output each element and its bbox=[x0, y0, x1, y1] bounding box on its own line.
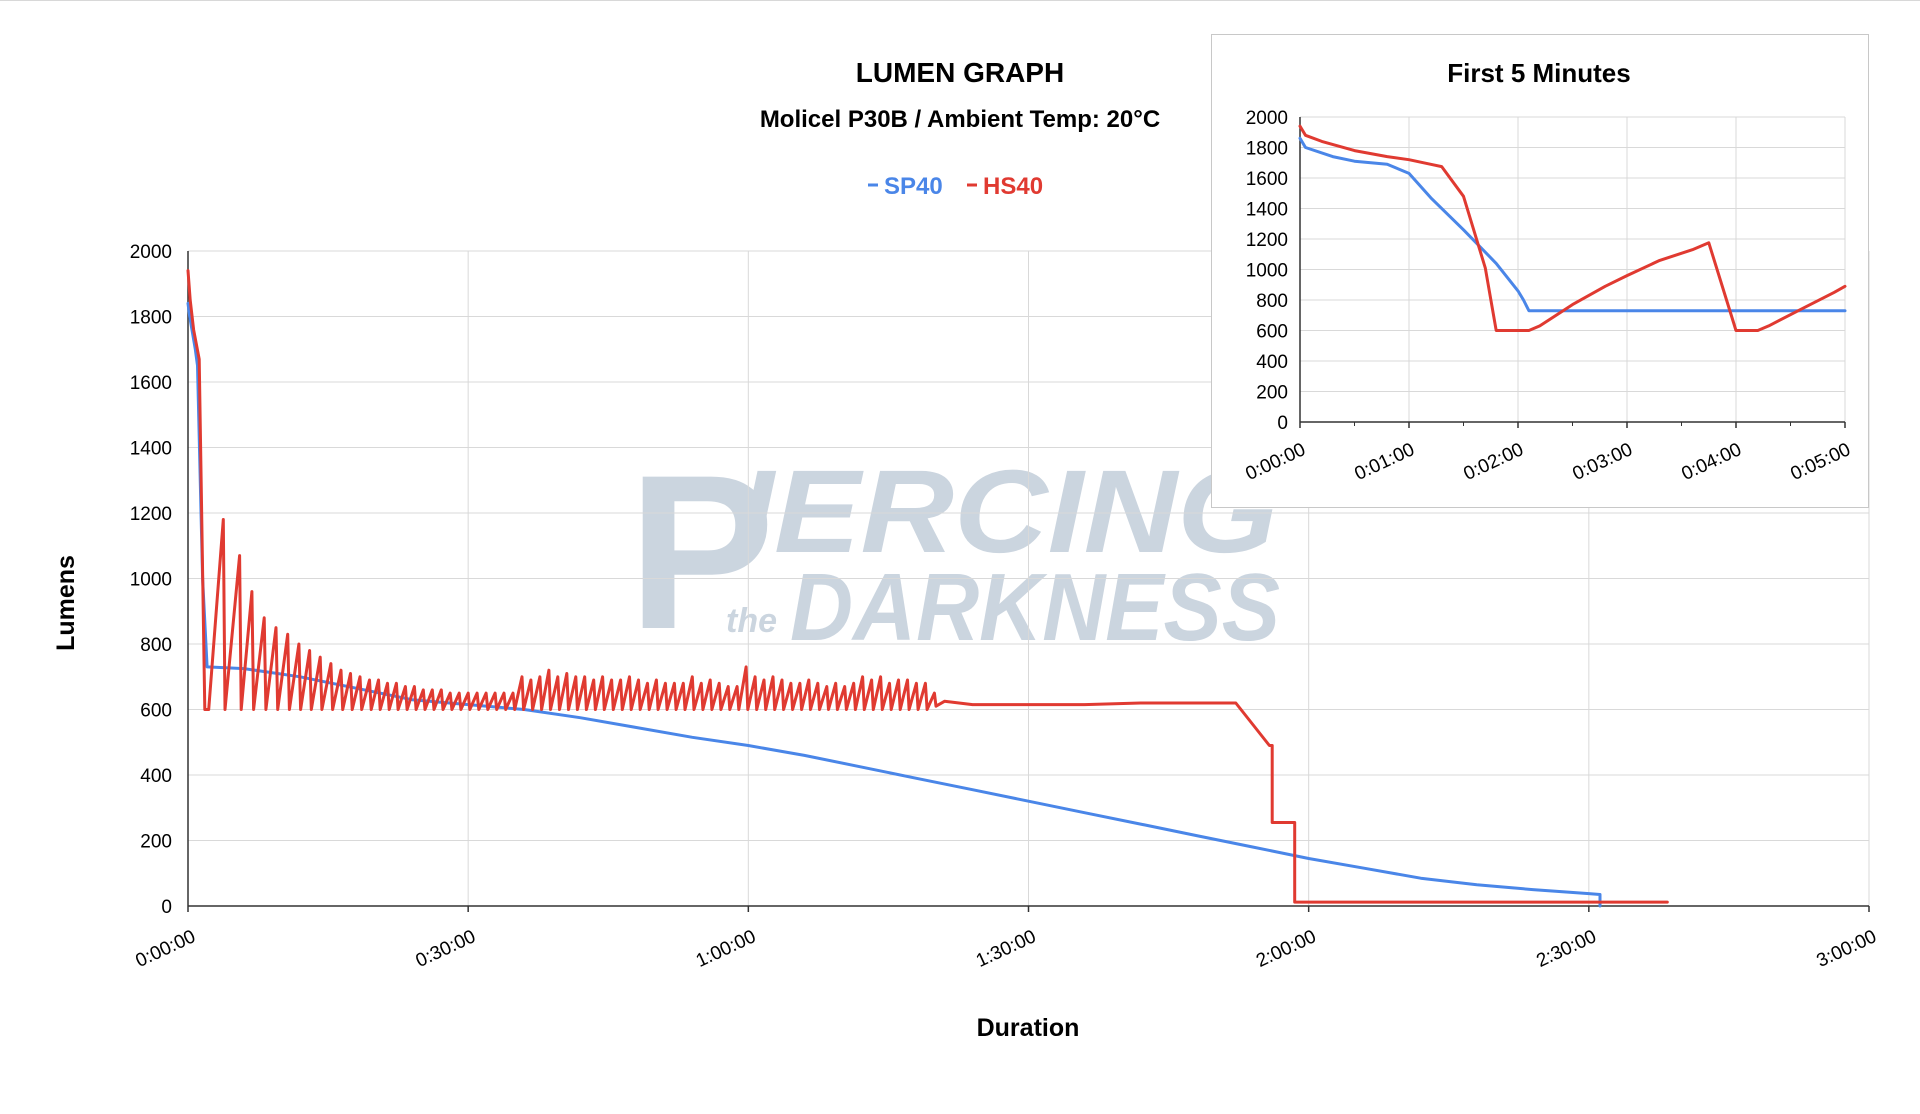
legend: SP40 HS40 bbox=[868, 173, 1043, 200]
y-tick-label: 1400 bbox=[130, 438, 172, 459]
watermark-subtitle: DARKNESS bbox=[790, 554, 1280, 661]
y-tick-label: 600 bbox=[140, 700, 172, 721]
y-tick-label: 0 bbox=[1277, 413, 1288, 434]
y-tick-label: 600 bbox=[1256, 321, 1288, 342]
y-tick-label: 1800 bbox=[1246, 138, 1288, 159]
series-line-sp40 bbox=[186, 301, 1602, 908]
y-tick-label: 0 bbox=[161, 897, 172, 918]
main-chart-title: LUMEN GRAPH bbox=[856, 57, 1064, 88]
y-tick-label: 800 bbox=[1256, 291, 1288, 312]
y-tick-label: 1600 bbox=[130, 373, 172, 394]
y-tick-label: 1800 bbox=[130, 307, 172, 328]
y-tick-label: 1200 bbox=[1246, 230, 1288, 251]
series-line-1 bbox=[1298, 124, 1847, 332]
main-y-axis-label: Lumens bbox=[52, 555, 80, 651]
legend-label-hs40: HS40 bbox=[983, 173, 1043, 200]
inset-plot-area: 02004006008001000120014001600180020000:0… bbox=[1243, 108, 1854, 485]
y-tick-label: 1000 bbox=[130, 569, 172, 590]
y-tick-label: 1000 bbox=[1246, 260, 1288, 281]
y-tick-label: 2000 bbox=[130, 242, 172, 263]
x-tick-label: 1:00:00 bbox=[693, 926, 759, 972]
watermark-initial: P bbox=[628, 429, 775, 675]
legend-label-sp40: SP40 bbox=[884, 173, 943, 200]
y-tick-label: 1600 bbox=[1246, 169, 1288, 190]
series-line-0 bbox=[1298, 136, 1847, 313]
y-tick-label: 1400 bbox=[1246, 199, 1288, 220]
watermark-small: the bbox=[726, 602, 777, 640]
inset-panel bbox=[1211, 34, 1869, 508]
watermark-logo: P IERCING the DARKNESS bbox=[628, 429, 1280, 675]
x-tick-label: 0:30:00 bbox=[413, 926, 479, 972]
y-tick-label: 400 bbox=[140, 766, 172, 787]
y-tick-label: 1200 bbox=[130, 504, 172, 525]
series-line-hs40 bbox=[186, 269, 1669, 904]
main-chart-subtitle: Molicel P30B / Ambient Temp: 20°C bbox=[760, 106, 1160, 133]
inset-chart-title: First 5 Minutes bbox=[1447, 58, 1630, 88]
x-tick-label: 3:00:00 bbox=[1814, 926, 1880, 972]
x-tick-label: 2:30:00 bbox=[1533, 926, 1599, 972]
x-tick-label: 1:30:00 bbox=[973, 926, 1039, 972]
y-tick-label: 2000 bbox=[1246, 108, 1288, 129]
watermark-title: IERCING bbox=[738, 446, 1278, 578]
y-tick-label: 400 bbox=[1256, 352, 1288, 373]
main-x-axis-label: Duration bbox=[977, 1014, 1080, 1042]
y-tick-label: 200 bbox=[1256, 382, 1288, 403]
x-tick-label: 2:00:00 bbox=[1253, 926, 1319, 972]
y-tick-label: 800 bbox=[140, 635, 172, 656]
y-tick-label: 200 bbox=[140, 831, 172, 852]
x-tick-label: 0:00:00 bbox=[133, 926, 199, 972]
